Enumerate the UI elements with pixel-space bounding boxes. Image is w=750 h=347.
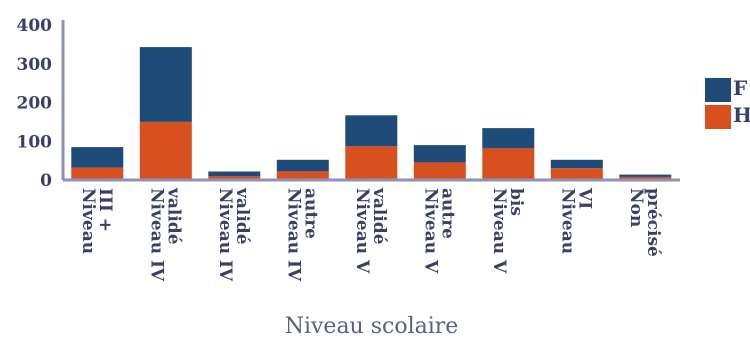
legend-swatch-h bbox=[705, 105, 731, 129]
x-tick-label-line: Niveau bbox=[557, 188, 577, 254]
x-tick-label-line: VI bbox=[574, 187, 594, 209]
x-tick-label-line: Niveau bbox=[78, 188, 98, 254]
legend-label-h: H bbox=[733, 103, 750, 127]
bar-segment-h bbox=[276, 171, 329, 180]
bar-segment-h bbox=[208, 176, 261, 180]
svg-text:Nonprécisé: Nonprécisé bbox=[626, 188, 663, 257]
x-tick-label-line: autre bbox=[300, 188, 320, 239]
y-tick-label: 100 bbox=[17, 132, 53, 152]
x-tick-label: Niveau Vautre bbox=[420, 188, 457, 274]
x-axis-ticks: NiveauIII + Niveau IVvalidé Niveau IVvalid… bbox=[78, 187, 663, 282]
x-tick-label-line: Niveau IV bbox=[215, 188, 235, 282]
bar-segment-f bbox=[208, 171, 261, 177]
svg-text:Niveau IVvalidé: Niveau IVvalidé bbox=[215, 187, 252, 282]
bar-segment-h bbox=[139, 121, 192, 180]
x-tick-label-line: III + bbox=[95, 188, 115, 232]
x-tick-label-line: autre bbox=[437, 188, 457, 239]
x-tick-label-line: Niveau V bbox=[352, 188, 372, 274]
y-tick-label: 300 bbox=[17, 55, 53, 75]
svg-text:Niveau Vbis: Niveau Vbis bbox=[489, 188, 526, 274]
svg-text:Niveau IVvalidé: Niveau IVvalidé bbox=[146, 187, 183, 282]
x-tick-label: Niveau IVvalidé bbox=[215, 187, 252, 282]
bar-segment-f bbox=[413, 145, 466, 163]
legend: FH bbox=[705, 76, 750, 129]
x-tick-label-line: Niveau IV bbox=[283, 188, 303, 282]
bar-segment-h bbox=[345, 146, 398, 180]
bar-segment-f bbox=[550, 159, 603, 169]
x-tick-label-line: validé bbox=[163, 187, 183, 245]
bars bbox=[71, 47, 672, 180]
x-tick-label: Nonprécisé bbox=[626, 188, 663, 257]
bar-segment-f bbox=[345, 115, 398, 147]
x-tick-label: Niveau IVautre bbox=[283, 188, 320, 282]
bar-segment-h bbox=[619, 176, 672, 180]
bar-segment-f bbox=[482, 128, 535, 149]
y-tick-label: 400 bbox=[17, 16, 53, 36]
x-tick-label: NiveauIII + bbox=[78, 188, 115, 254]
x-tick-label-line: Non bbox=[626, 188, 646, 227]
legend-swatch-f bbox=[705, 78, 731, 102]
bar-segment-f bbox=[139, 47, 192, 122]
x-tick-label-line: Niveau V bbox=[489, 188, 509, 274]
bar-segment-h bbox=[550, 168, 603, 180]
svg-text:NiveauVI: NiveauVI bbox=[557, 187, 594, 254]
x-tick-label-line: Niveau IV bbox=[146, 188, 166, 282]
bar-segment-f bbox=[276, 159, 329, 172]
svg-text:NiveauIII +: NiveauIII + bbox=[78, 188, 115, 254]
x-tick-label: Niveau Vvalidé bbox=[352, 187, 389, 274]
x-tick-label: Niveau IVvalidé bbox=[146, 187, 183, 282]
x-tick-label-line: Niveau V bbox=[420, 188, 440, 274]
x-tick-label-line: validé bbox=[369, 187, 389, 245]
bar-segment-h bbox=[482, 148, 535, 180]
y-tick-label: 0 bbox=[40, 171, 52, 191]
y-axis-ticks: 0 100 200 300 400 bbox=[17, 16, 53, 191]
bar-segment-f bbox=[619, 174, 672, 177]
x-axis-label: Niveau scolaire bbox=[285, 314, 459, 339]
svg-text:Niveau Vvalidé: Niveau Vvalidé bbox=[352, 187, 389, 274]
svg-text:Niveau IVautre: Niveau IVautre bbox=[283, 188, 320, 282]
x-tick-label: Niveau Vbis bbox=[489, 188, 526, 274]
bar-segment-f bbox=[71, 147, 124, 168]
x-tick-label: NiveauVI bbox=[557, 187, 594, 254]
x-tick-label-line: bis bbox=[506, 188, 526, 216]
x-tick-label-line: précisé bbox=[643, 188, 663, 257]
bar-segment-h bbox=[71, 167, 124, 180]
bar-segment-h bbox=[413, 162, 466, 180]
y-tick-label: 200 bbox=[17, 94, 53, 114]
x-tick-label-line: validé bbox=[232, 187, 252, 245]
legend-label-f: F bbox=[733, 76, 747, 100]
svg-text:Niveau Vautre: Niveau Vautre bbox=[420, 188, 457, 274]
